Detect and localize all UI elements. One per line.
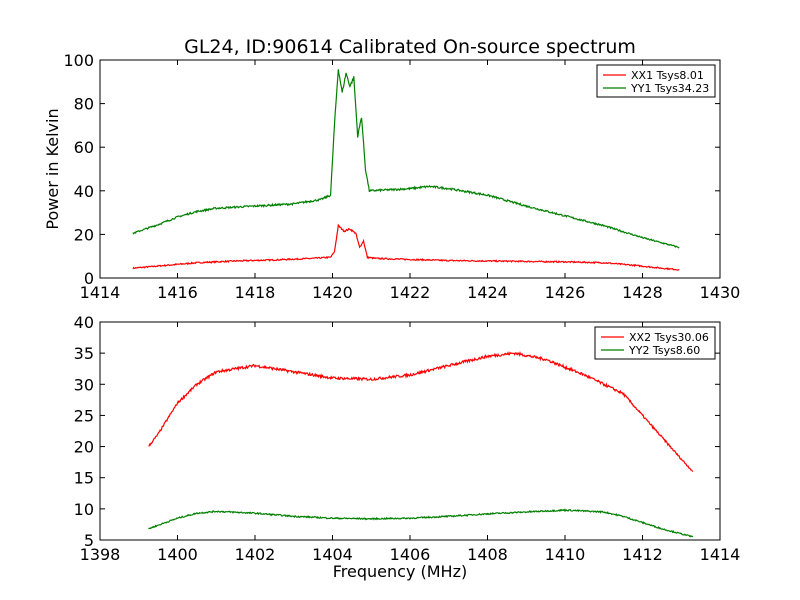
legend-box [596,64,716,98]
series-line-1-0 [148,351,694,472]
x-tick-label: 1402 [235,545,276,564]
bottom-panel: 1398 1400 1402 1404 1406 1408 1410 1412 1414 5 10 1… [74,313,741,581]
x-tick-label: 1418 [235,283,276,302]
y-tick-label: 20 [74,225,94,244]
x-tick-label: 1416 [157,283,198,302]
series-line-0-1 [132,69,680,249]
y-tick-label: 25 [74,406,94,425]
legend-box [594,326,716,360]
y-tick-label: 40 [74,182,94,201]
y-tick-label: 20 [74,438,94,457]
y-tick-label: 40 [74,313,94,332]
x-tick-label: 1406 [390,545,431,564]
legend-label: YY1 Tsys34.23 [630,82,709,95]
y-tick-label: 80 [74,95,94,114]
x-tick-label: 1414 [700,545,741,564]
y-tick-label: 5 [84,531,94,550]
y-tick-label: 15 [74,469,94,488]
series-line-1-1 [148,508,694,538]
top-panel: 1414 1416 1418 1420 1422 1424 1426 1428 1430 0 20 4… [43,51,740,302]
x-tick-label: 1404 [312,545,353,564]
x-tick-label: 1430 [700,283,741,302]
x-axis-label: Frequency (MHz) [333,562,467,581]
y-tick-label: 10 [74,500,94,519]
x-tick-label: 1426 [545,283,586,302]
x-tick-label: 1398 [80,545,121,564]
x-tick-label: 1422 [390,283,431,302]
y-tick-label: 0 [84,269,94,288]
x-tick-label: 1412 [622,545,663,564]
legend-label: XX1 Tsys8.01 [631,69,704,82]
x-tick-label: 1420 [312,283,353,302]
x-tick-label: 1408 [467,545,508,564]
y-tick-label: 100 [63,51,94,70]
x-tick-label: 1428 [622,283,663,302]
y-tick-label: 60 [74,138,94,157]
legend-label: XX2 Tsys30.06 [629,331,709,344]
chart-title: GL24, ID:90614 Calibrated On-source spec… [184,36,636,58]
x-tick-label: 1414 [80,283,121,302]
legend-label: YY2 Tsys8.60 [628,344,700,357]
x-tick-label: 1400 [157,545,198,564]
x-tick-label: 1424 [467,283,508,302]
y-tick-label: 35 [74,344,94,363]
series-line-0-0 [132,223,680,271]
y-tick-label: 30 [74,375,94,394]
y-axis-label: Power in Kelvin [43,108,62,229]
x-tick-label: 1410 [545,545,586,564]
